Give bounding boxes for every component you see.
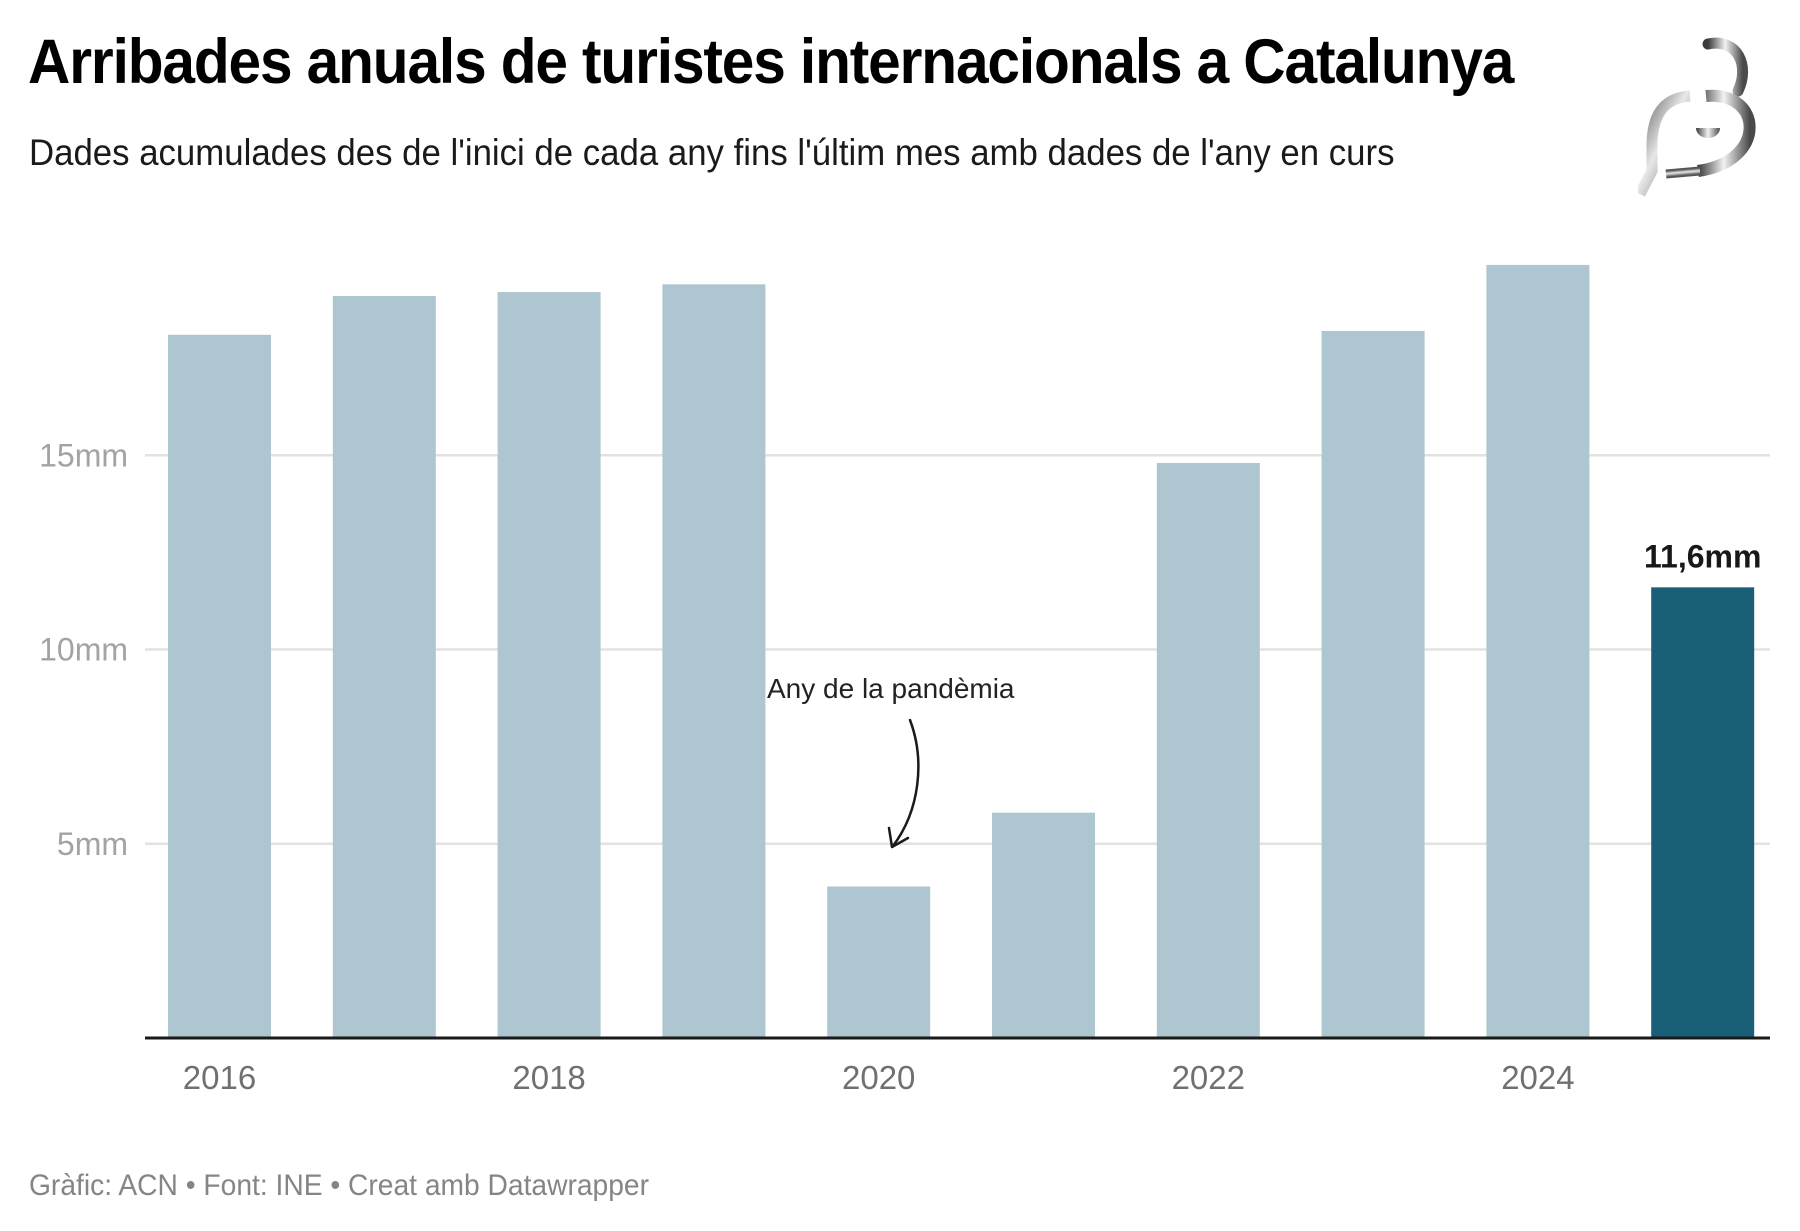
bar-2019 [662,284,766,1038]
bar-2018 [497,292,601,1039]
annotations: Any de la pandèmia [767,673,1015,849]
bar-2016 [168,334,271,1038]
bar-2024 [1486,264,1590,1038]
x-tick-label: 2024 [1501,1059,1574,1096]
value-labels: 11,6mm [1644,538,1761,574]
x-tick-label: 2022 [1172,1059,1245,1096]
x-axis-labels: 2016 2018 2020 2022 2024 [183,1059,1575,1096]
annotation-arrowhead-icon [887,826,910,849]
chart-footer-credits: Gràfic: ACN • Font: INE • Creat amb Data… [29,1169,649,1202]
bar-2017 [332,295,436,1039]
y-tick-label: 5mm [57,826,128,862]
bar-2023 [1321,330,1425,1038]
x-tick-label: 2018 [512,1059,585,1096]
bar-2021 [992,812,1095,1038]
chart-subtitle: Dades acumulades des de l'inici de cada … [29,132,1395,173]
x-tick-label: 2016 [183,1059,256,1096]
value-label-2025: 11,6mm [1644,538,1761,574]
y-axis-labels: 5mm 10mm 15mm [39,437,128,862]
chart-title: Arribades anuals de turistes internacion… [28,27,1514,97]
brand-logo-icon [1638,37,1756,197]
y-tick-label: 15mm [39,437,128,473]
bars [168,264,1755,1039]
x-tick-label: 2020 [842,1059,915,1096]
bar-2025 [1651,587,1755,1038]
bar-2020 [827,886,931,1038]
annotation-arrow-icon [891,718,920,848]
y-tick-label: 10mm [39,632,128,668]
bar-2022 [1156,463,1260,1038]
annotation-text: Any de la pandèmia [767,673,1015,704]
